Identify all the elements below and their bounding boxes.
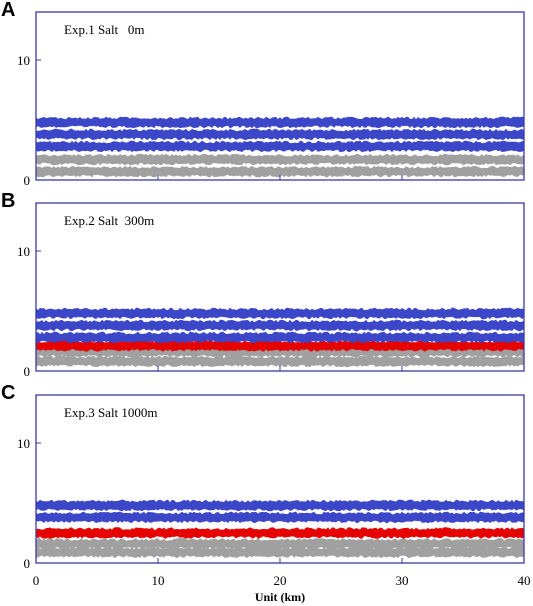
x-tick-label: 40 [518,573,531,588]
panel-title: Exp.2 Salt 300m [64,213,154,228]
panel-letter: B [1,190,15,212]
x-tick-label: 30 [396,573,409,588]
x-tick-label: 20 [274,573,287,588]
panel-B: 0 10 B Exp.2 Salt 300m [1,190,525,379]
layer-group [36,116,524,178]
panel-A: 0 10 A Exp.1 Salt 0m [1,0,525,188]
layer-band [36,307,524,320]
y-tick-label: 10 [17,244,30,259]
layer-band [36,527,524,539]
layer-band [36,140,524,153]
layer-band [36,153,524,166]
panel-C: 0 10 C Exp.3 Salt 1000m 0 10 20 30 40 Unit (km) [1,382,531,604]
x-tick-label: 10 [152,573,165,588]
layer-band [36,128,524,141]
panel-title: Exp.3 Salt 1000m [64,405,158,420]
panel-letter: C [1,382,15,404]
y-tick-label: 10 [17,436,30,451]
y-tick-label: 0 [24,556,31,571]
layer-group [36,307,524,368]
layer-band [36,331,524,344]
x-axis-title: Unit (km) [255,590,305,604]
layer-band [36,511,524,524]
panel-title: Exp.1 Salt 0m [64,22,145,37]
layer-band [36,499,524,512]
layer-band [36,165,524,178]
panel-letter: A [1,0,15,21]
layer-band [36,116,524,129]
layer-group [36,499,524,558]
x-tick-label: 0 [33,573,40,588]
y-tick-label: 0 [24,173,31,188]
layer-band [36,319,524,332]
layer-band [36,538,524,550]
y-tick-label: 0 [24,364,31,379]
y-tick-label: 10 [17,53,30,68]
layer-band [36,355,524,368]
